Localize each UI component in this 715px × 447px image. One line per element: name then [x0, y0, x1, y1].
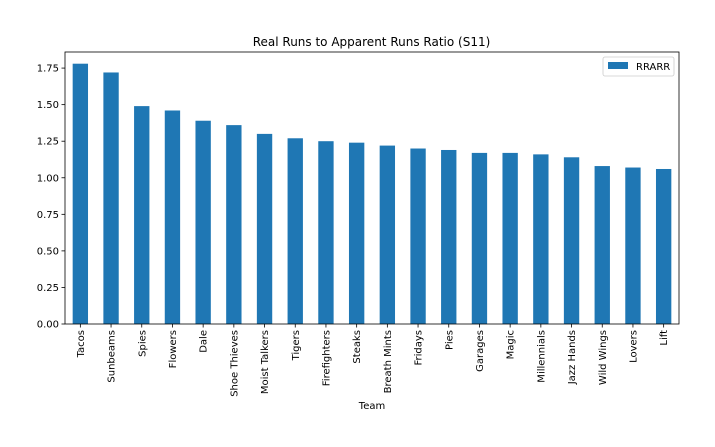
bar-garages — [471, 152, 488, 324]
x-tick-label: Jazz Hands — [567, 330, 578, 385]
bar-lift — [655, 168, 672, 324]
y-tick-label: 0.75 — [37, 210, 59, 221]
bar-spies — [134, 106, 150, 324]
x-tick-label: Lovers — [628, 330, 639, 363]
x-tick-label: Garages — [475, 330, 486, 372]
x-axis: Tacos Sunbeams Spies Flowers Dale Shoe Thieve… — [76, 324, 670, 397]
y-tick-label: 1.00 — [37, 173, 59, 184]
legend-label: RRARR — [636, 62, 670, 73]
x-tick-label: Wild Wings — [598, 330, 609, 385]
bar-moist-talkers — [256, 133, 273, 324]
legend-box — [602, 56, 675, 77]
bars-layer — [72, 63, 672, 325]
y-axis: 0.00 0.25 0.50 0.75 1.00 1.25 1.50 1.75 — [37, 64, 65, 331]
x-tick-label: Lift — [659, 330, 670, 346]
x-tick-label: Tigers — [291, 330, 302, 361]
chart-title: Real Runs to Apparent Runs Ratio (S11) — [253, 35, 491, 49]
bar-shoe-thieves — [226, 125, 242, 325]
x-tick-label: Magic — [506, 330, 517, 359]
x-tick-label: Fridays — [414, 330, 425, 366]
bar-flowers — [164, 110, 181, 325]
x-tick-label: Moist Talkers — [260, 330, 271, 394]
y-tick-label: 1.25 — [37, 137, 59, 148]
bar-breath-mints — [379, 145, 396, 324]
y-tick-label: 1.75 — [37, 64, 59, 75]
x-tick-label: Firefighters — [321, 330, 332, 386]
y-tick-label: 0.00 — [37, 320, 59, 331]
bar-dale — [195, 120, 211, 324]
x-tick-label: Dale — [199, 330, 210, 353]
x-tick-label: Millennials — [536, 330, 547, 383]
y-tick-label: 1.50 — [37, 100, 59, 111]
bar-pies — [441, 149, 457, 324]
bar-tigers — [287, 138, 303, 324]
bar-lovers — [625, 167, 641, 324]
bar-steaks — [348, 142, 365, 324]
x-tick-label: Sunbeams — [107, 330, 118, 383]
x-tick-label: Pies — [444, 330, 455, 350]
x-tick-label: Flowers — [168, 330, 179, 368]
bar-magic — [502, 152, 518, 324]
bar-firefighters — [318, 141, 334, 324]
x-axis-label: Team — [358, 401, 385, 412]
y-tick-label: 0.50 — [37, 246, 59, 257]
bar-jazz-hands — [563, 157, 580, 324]
bar-wild-wings — [594, 166, 610, 324]
x-tick-label: Shoe Thieves — [229, 330, 240, 397]
x-tick-label: Steaks — [352, 330, 363, 364]
legend-swatch — [608, 62, 628, 69]
x-tick-label: Breath Mints — [383, 330, 394, 393]
bar-tacos — [72, 63, 89, 324]
x-tick-label: Tacos — [76, 330, 87, 358]
y-tick-label: 0.25 — [37, 283, 59, 294]
legend: RRARR — [602, 56, 675, 77]
bar-sunbeams — [103, 72, 119, 324]
plot-frame — [64, 51, 680, 325]
bar-millennials — [533, 154, 549, 324]
x-tick-label: Spies — [137, 330, 148, 357]
bar-fridays — [410, 148, 426, 324]
